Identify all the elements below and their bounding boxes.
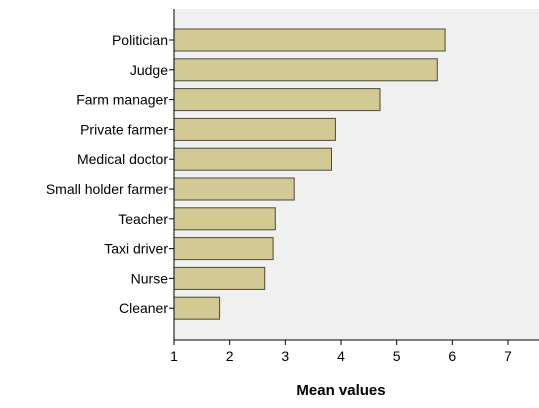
bar-small-holder-farmer — [173, 177, 295, 201]
category-label-cleaner: Cleaner — [119, 300, 168, 316]
category-label-farm-manager: Farm manager — [76, 92, 168, 108]
category-label-private-farmer: Private farmer — [80, 121, 168, 137]
bar-teacher — [173, 207, 276, 231]
category-labels: Politician Judge Farm manager Private farme… — [46, 32, 174, 316]
bar-nurse — [173, 266, 266, 290]
x-axis-label: Mean values — [296, 382, 385, 399]
bar-private-farmer — [173, 117, 336, 141]
x-tick-label-4: 4 — [337, 348, 345, 364]
category-label-medical-doctor: Medical doctor — [77, 151, 168, 167]
x-tick-label-7: 7 — [504, 348, 512, 364]
category-label-small-holder-farmer: Small holder farmer — [46, 181, 168, 197]
x-tick-label-6: 6 — [448, 348, 456, 364]
bar-judge — [173, 58, 438, 82]
category-label-nurse: Nurse — [131, 270, 169, 286]
category-label-teacher: Teacher — [118, 211, 168, 227]
category-label-taxi-driver: Taxi driver — [104, 241, 168, 257]
category-label-politician: Politician — [112, 32, 168, 48]
bar-medical-doctor — [173, 147, 332, 171]
category-label-judge: Judge — [130, 62, 168, 78]
x-tick-label-1: 1 — [170, 348, 178, 364]
x-tick-label-3: 3 — [281, 348, 289, 364]
x-tick-label-2: 2 — [226, 348, 234, 364]
bar-cleaner — [173, 296, 221, 320]
x-tick-label-5: 5 — [393, 348, 401, 364]
bar-politician — [173, 28, 446, 52]
bar-farm-manager — [173, 88, 381, 112]
bar-taxi-driver — [173, 237, 274, 261]
x-axis: 1 2 3 4 5 6 7 — [170, 9, 539, 364]
